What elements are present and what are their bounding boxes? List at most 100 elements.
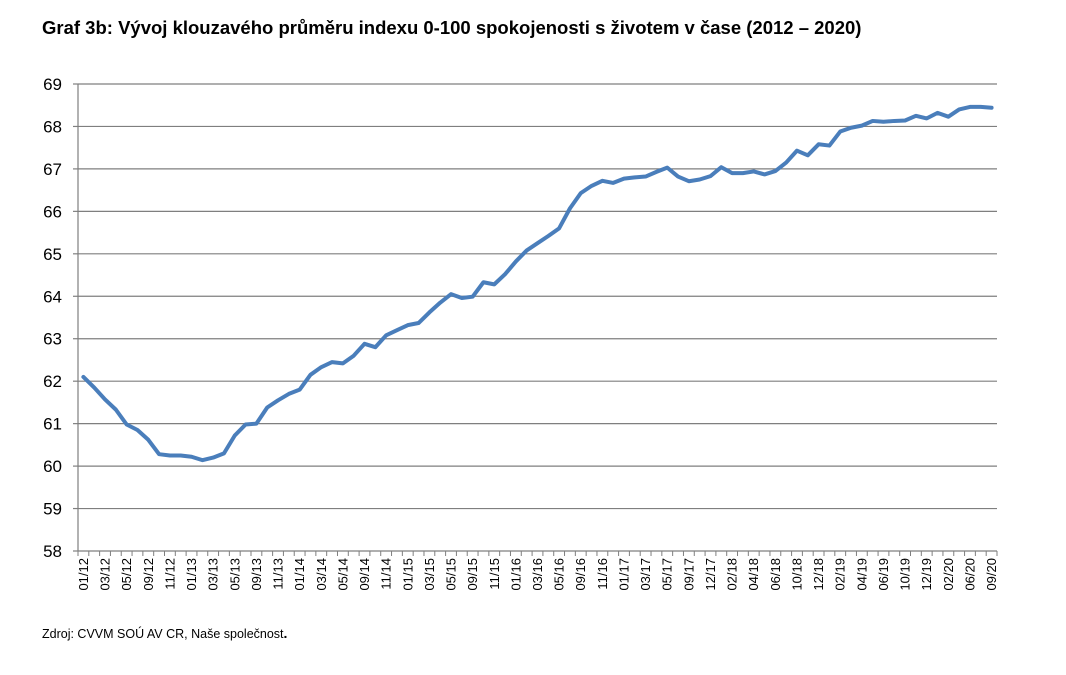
x-tick-label: 12/18 xyxy=(811,558,826,591)
x-tick-label: 03/13 xyxy=(206,558,221,591)
x-tick-label: 05/14 xyxy=(335,558,350,591)
data-point xyxy=(395,328,399,332)
data-point xyxy=(871,119,875,123)
x-tick-label: 01/17 xyxy=(616,558,631,591)
x-tick-label: 11/14 xyxy=(379,558,394,590)
data-point xyxy=(989,106,994,110)
data-point xyxy=(654,170,659,174)
data-point xyxy=(103,397,107,402)
data-point xyxy=(762,172,767,177)
data-point xyxy=(979,105,983,109)
x-tick-label: 09/13 xyxy=(249,558,264,591)
x-tick-label: 03/12 xyxy=(98,558,113,591)
data-point xyxy=(416,321,421,325)
y-tick-label: 68 xyxy=(43,117,62,136)
source-note: Zdroj: CVVM SOÚ AV CR, Naše společnost. xyxy=(42,625,287,641)
data-point xyxy=(135,428,140,432)
data-point xyxy=(243,422,248,427)
x-tick-label: 09/12 xyxy=(141,558,156,591)
data-point xyxy=(611,181,615,185)
data-point xyxy=(676,174,680,179)
data-point xyxy=(730,171,734,175)
data-point xyxy=(881,120,886,124)
series-layer xyxy=(81,104,994,463)
data-point xyxy=(514,259,518,264)
data-point xyxy=(708,174,713,178)
data-point xyxy=(179,453,183,458)
y-tick-label: 69 xyxy=(43,75,62,94)
x-tick-label: 02/19 xyxy=(833,558,848,591)
x-tick-label: 11/15 xyxy=(487,558,502,590)
series-line xyxy=(81,104,994,463)
x-tick-label: 01/15 xyxy=(400,558,415,591)
data-point xyxy=(957,107,961,112)
data-point xyxy=(806,153,810,157)
gridlines xyxy=(78,83,997,510)
data-point xyxy=(925,116,929,120)
x-tick-label: 10/19 xyxy=(898,558,913,591)
y-tick-label: 67 xyxy=(43,160,62,179)
data-point xyxy=(438,301,442,305)
data-point xyxy=(200,458,204,462)
data-point xyxy=(341,361,345,365)
data-point xyxy=(406,323,410,327)
x-tick-label: 03/16 xyxy=(530,558,545,591)
data-point xyxy=(157,452,161,456)
y-tick-label: 60 xyxy=(43,457,62,476)
y-tick-label: 63 xyxy=(43,330,62,349)
data-point xyxy=(665,166,669,170)
x-tick-label: 03/15 xyxy=(422,558,437,591)
data-point xyxy=(254,422,258,426)
data-point xyxy=(849,126,853,130)
x-tick-label: 11/12 xyxy=(162,558,177,590)
data-point xyxy=(287,392,291,396)
y-tick-label: 62 xyxy=(43,372,62,391)
data-point xyxy=(125,422,129,427)
x-tick-label: 02/20 xyxy=(941,558,956,591)
data-point xyxy=(81,375,86,379)
data-point xyxy=(579,191,583,195)
y-tick-label: 58 xyxy=(43,542,62,561)
x-tick-label: 09/16 xyxy=(573,558,588,591)
data-point xyxy=(892,119,896,123)
axes xyxy=(73,83,998,556)
x-tick-label: 05/13 xyxy=(227,558,242,591)
data-point xyxy=(795,149,799,153)
x-tick-label: 05/15 xyxy=(444,558,459,591)
data-point xyxy=(773,169,777,173)
x-tick-label: 01/12 xyxy=(76,558,91,591)
y-tick-label: 65 xyxy=(43,245,62,264)
data-point xyxy=(903,118,907,123)
data-point xyxy=(481,280,486,284)
data-point xyxy=(146,438,150,442)
data-point xyxy=(600,179,604,183)
y-tick-label: 59 xyxy=(43,500,62,519)
data-point xyxy=(211,456,215,460)
x-tick-label: 01/14 xyxy=(292,558,307,591)
data-point xyxy=(114,408,118,412)
data-point xyxy=(319,365,323,369)
data-point xyxy=(427,310,431,315)
data-point xyxy=(352,354,356,358)
data-point xyxy=(460,296,464,300)
data-point xyxy=(471,295,475,299)
data-point xyxy=(449,292,453,296)
x-tick-labels: 01/12 03/12 05/12 09/12 11/12 01/13 03/13 05/13… xyxy=(76,558,999,591)
x-tick-label: 09/20 xyxy=(984,558,999,591)
data-point xyxy=(644,174,648,179)
data-point xyxy=(827,143,832,148)
data-point xyxy=(298,388,302,392)
x-tick-label: 04/19 xyxy=(854,558,869,591)
data-point xyxy=(752,169,756,174)
data-point xyxy=(741,171,745,175)
data-point xyxy=(92,385,96,390)
x-tick-label: 09/14 xyxy=(357,558,372,591)
x-tick-label: 03/17 xyxy=(638,558,653,591)
x-tick-label: 09/17 xyxy=(681,558,696,591)
x-tick-label: 06/19 xyxy=(876,558,891,591)
data-point xyxy=(622,177,626,181)
x-tick-label: 02/18 xyxy=(725,558,740,591)
data-point xyxy=(308,373,313,377)
y-tick-label: 66 xyxy=(43,202,62,221)
